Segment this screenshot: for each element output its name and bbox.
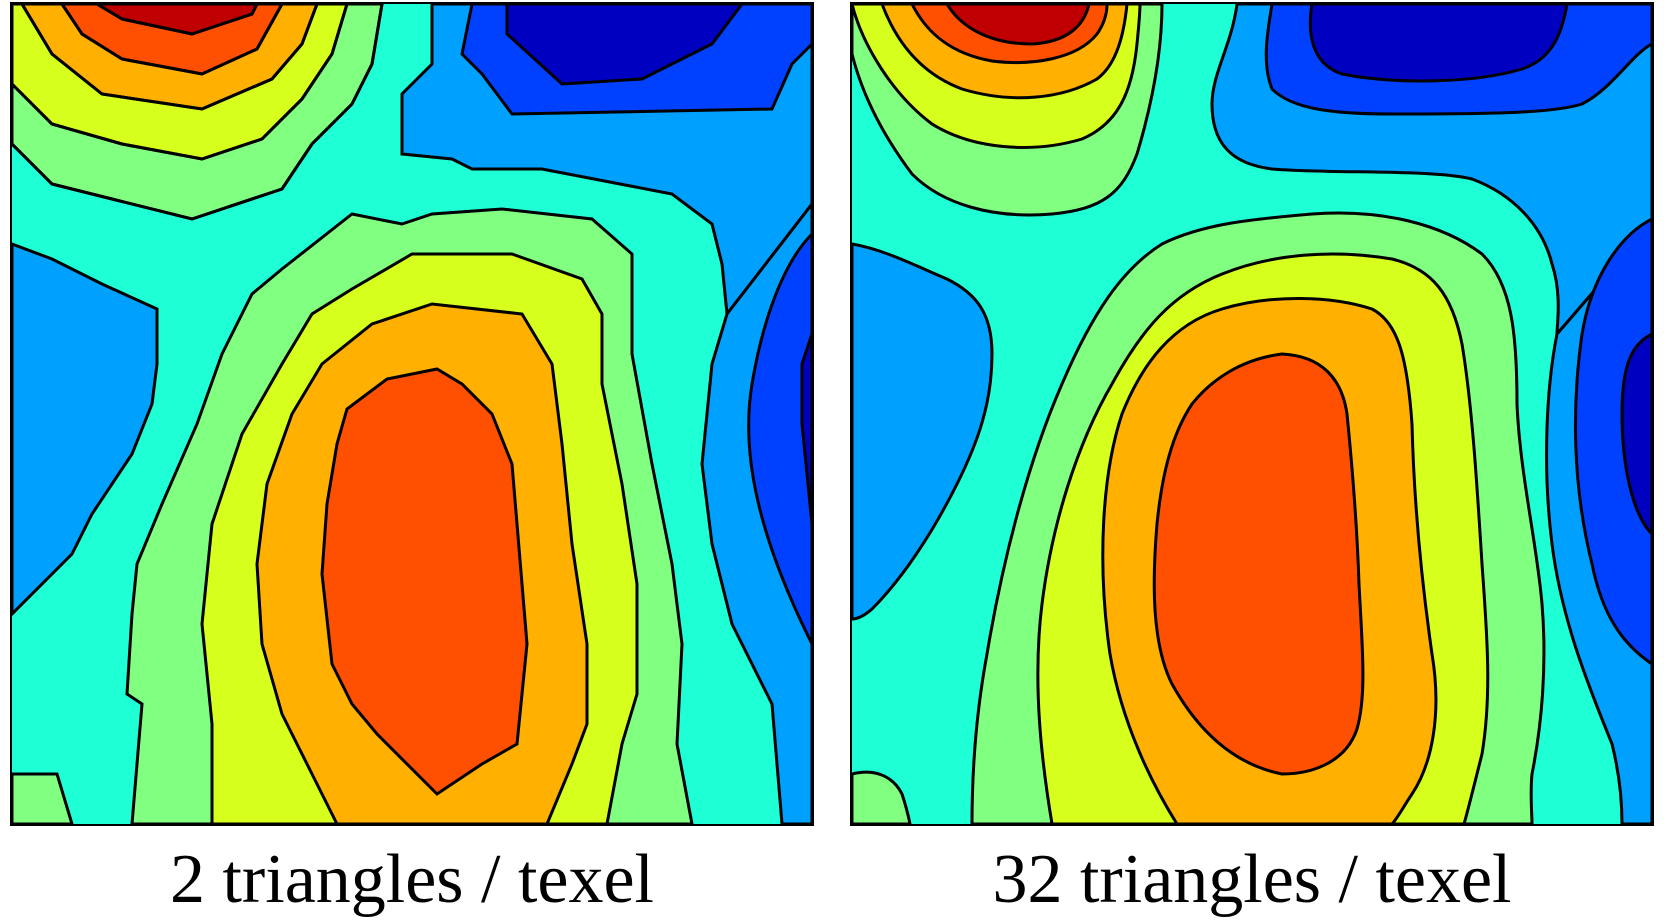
region-dark-blue-right xyxy=(800,333,812,525)
contour-svg-fine xyxy=(852,4,1652,824)
contour-svg-coarse xyxy=(12,4,812,824)
region-dark-blue-top-fine xyxy=(1308,4,1569,83)
caption-coarse: 2 triangles / texel xyxy=(169,841,655,918)
region-light-blue-left xyxy=(12,242,159,617)
panel-2-triangles: 2 triangles / texel xyxy=(6,0,818,923)
region-light-blue-left-fine xyxy=(852,242,994,621)
contour-plot-coarse xyxy=(10,2,814,826)
region-red-orange-center xyxy=(320,367,529,796)
region-dark-blue-top xyxy=(505,4,744,86)
region-dark-blue-right-fine xyxy=(1620,332,1652,536)
caption-fine: 32 triangles / texel xyxy=(992,841,1512,918)
panel-32-triangles: 32 triangles / texel xyxy=(846,0,1658,923)
region-green-bottom-left xyxy=(12,772,74,824)
region-blue-right-fine xyxy=(1573,217,1652,666)
region-dark-red-top-left-fine xyxy=(945,4,1091,46)
region-red-orange-center-fine xyxy=(1152,352,1365,776)
contour-plot-fine xyxy=(850,2,1654,826)
region-blue-right xyxy=(747,231,812,645)
region-green-bottom-left-fine xyxy=(852,770,912,824)
